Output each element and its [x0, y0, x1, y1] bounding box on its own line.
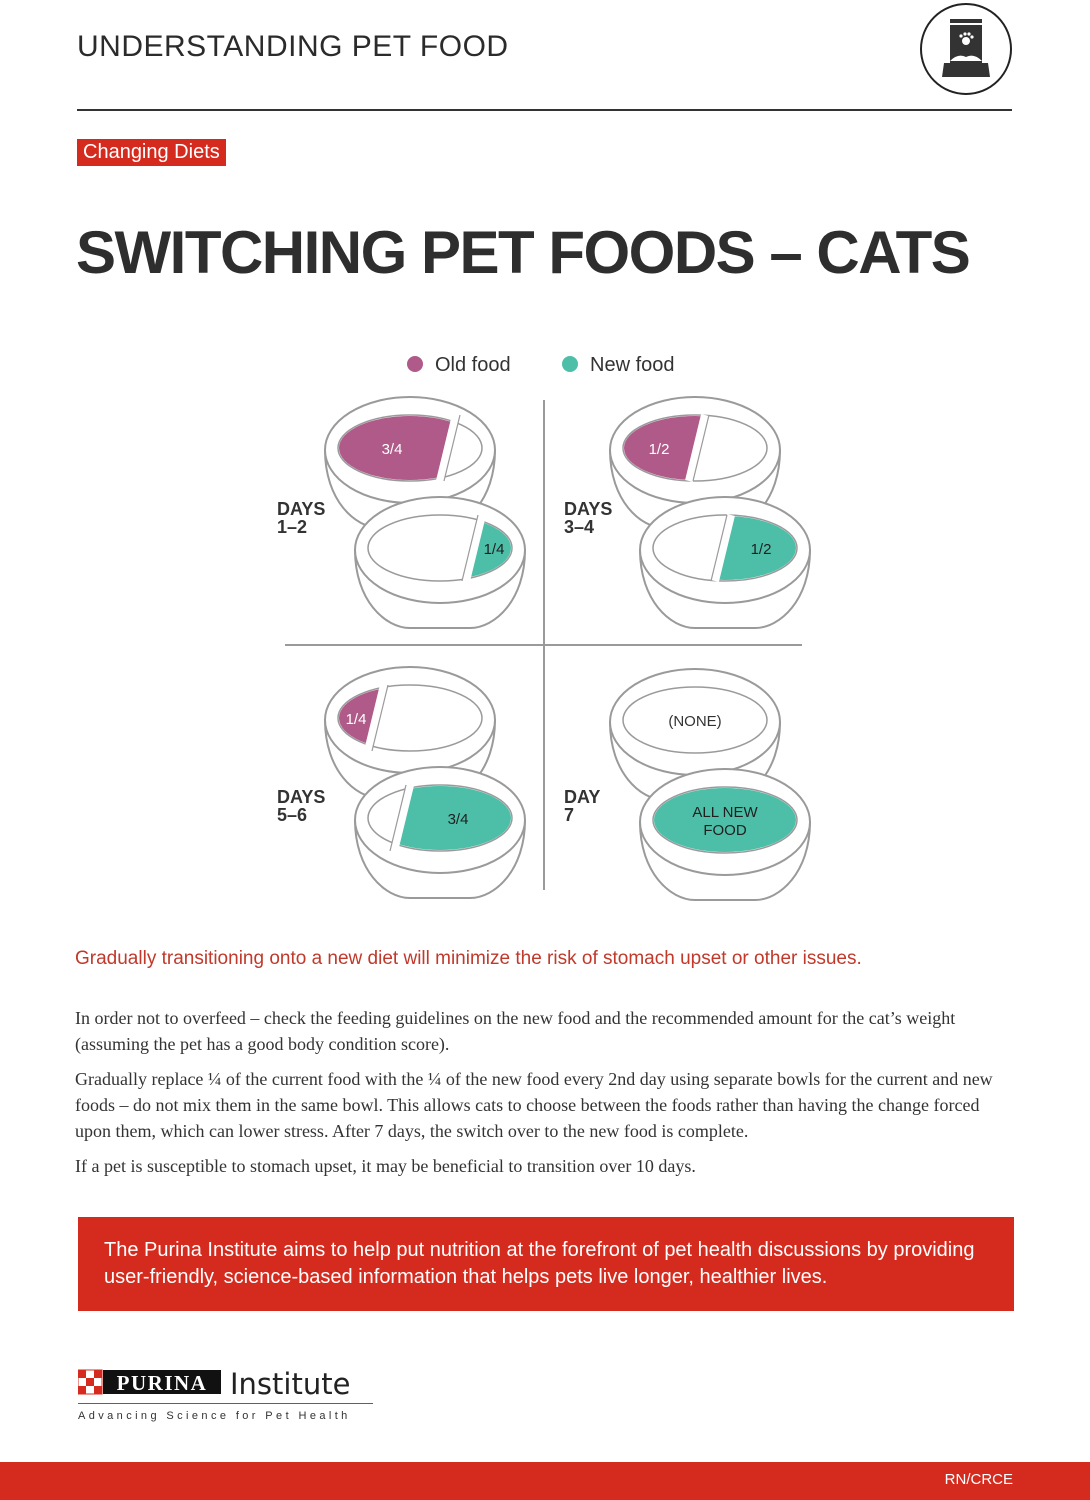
old-food-bowl: (NONE)	[608, 668, 782, 801]
stage-label: 3–4	[564, 517, 594, 537]
page-title: SWITCHING PET FOODS – CATS	[76, 219, 971, 286]
stage-label: 1–2	[277, 517, 307, 537]
footer-bar: RN/CRCE	[0, 1462, 1090, 1500]
portion-label: FOOD	[703, 822, 746, 839]
new-food-portion	[654, 788, 796, 852]
logo-brand: PURINA	[117, 1371, 208, 1395]
legend-label: Old food	[435, 354, 511, 376]
header-title: UNDERSTANDING PET FOOD	[77, 30, 509, 63]
portion-label: 1/2	[751, 541, 772, 558]
old-food-bowl: 1/2	[608, 396, 782, 529]
footer-code: RN/CRCE	[944, 1471, 1013, 1488]
portion-label: 1/4	[346, 711, 367, 728]
portion-label: 3/4	[448, 811, 469, 828]
section-tag: Changing Diets	[77, 139, 226, 166]
stage-label: DAYS	[277, 499, 325, 519]
legend-label: New food	[590, 354, 675, 376]
paragraph: If a pet is susceptible to stomach upset…	[75, 1156, 696, 1176]
logo-name: Institute	[230, 1367, 350, 1401]
paragraph: Gradually replace ¼ of the current food …	[75, 1069, 993, 1141]
legend-swatch	[562, 356, 578, 372]
old-food-bowl: 3/4	[323, 396, 497, 529]
body-text: In order not to overfeed – check the fee…	[75, 1005, 1015, 1188]
diet-transition-diagram: Old food New food3/41/4DAYS1–21/21/2DAYS3…	[277, 354, 812, 901]
new-food-bowl: 1/4	[353, 496, 527, 629]
purina-institute-logo: PURINA Institute Advancing Science for P…	[77, 1366, 378, 1427]
stage-label: DAYS	[564, 499, 612, 519]
legend-swatch	[407, 356, 423, 372]
logo-tagline: Advancing Science for Pet Health	[78, 1410, 351, 1422]
mission-banner: The Purina Institute aims to help put nu…	[78, 1217, 1014, 1311]
portion-label: 1/2	[649, 441, 670, 458]
stage-label: DAY	[564, 787, 600, 807]
stage-label: DAYS	[277, 787, 325, 807]
checkerboard-icon	[77, 1369, 103, 1395]
lead-text: Gradually transitioning onto a new diet …	[75, 948, 862, 969]
new-food-bowl: 1/2	[638, 496, 812, 629]
portion-label: ALL NEW	[692, 804, 758, 821]
pet-food-bag-icon	[920, 3, 1012, 95]
new-food-bowl: 3/4	[353, 766, 527, 899]
stage-label: 7	[564, 805, 574, 825]
portion-label: (NONE)	[668, 713, 721, 730]
header-divider	[77, 109, 1012, 111]
portion-label: 1/4	[484, 541, 505, 558]
portion-label: 3/4	[382, 441, 403, 458]
stage-label: 5–6	[277, 805, 307, 825]
paragraph: In order not to overfeed – check the fee…	[75, 1008, 956, 1054]
old-food-bowl: 1/4	[323, 666, 497, 799]
